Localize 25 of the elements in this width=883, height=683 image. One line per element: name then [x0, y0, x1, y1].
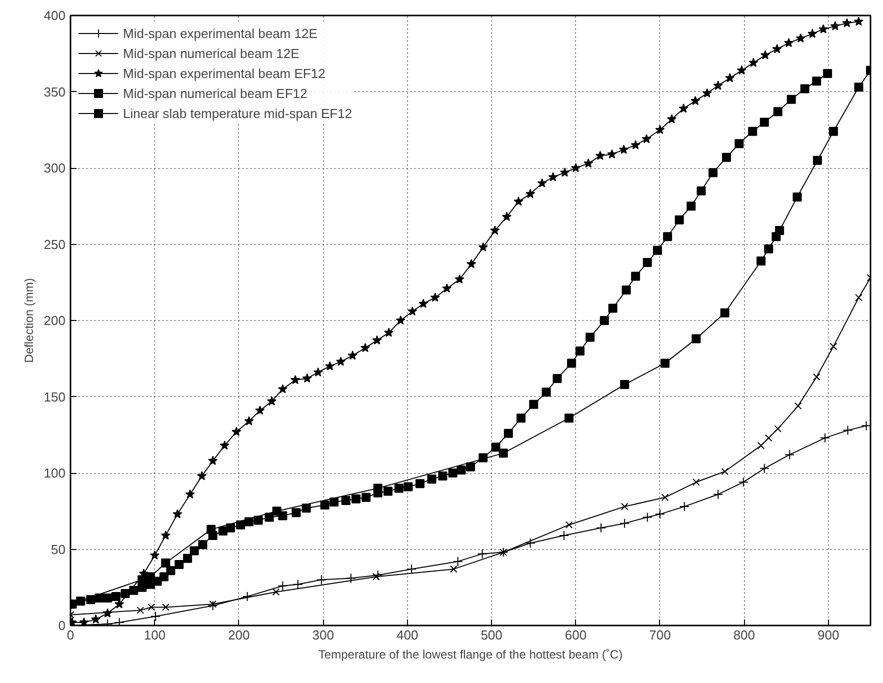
y-tick-label: 250	[44, 236, 66, 252]
y-tick-label: 400	[44, 8, 66, 23]
y-tick-label: 150	[44, 389, 66, 404]
x-tick-label: 200	[228, 628, 250, 642]
legend-label: Mid-span numerical beam 12E	[123, 46, 300, 60]
legend-label: Linear slab temperature mid-span EF12	[123, 106, 352, 120]
x-tick-label: 900	[818, 628, 840, 642]
x-tick-label: 600	[564, 628, 587, 642]
x-tick-label: 400	[396, 628, 418, 642]
y-tick-label: 50	[51, 542, 66, 557]
y-tick-label: 200	[44, 313, 66, 328]
legend-label: Mid-span numerical beam EF12	[123, 86, 308, 100]
x-tick-label: 800	[733, 628, 756, 642]
legend-label: Mid-span experimental beam EF12	[123, 66, 326, 80]
x-tick-label: 500	[480, 628, 502, 642]
y-tick-label: 350	[44, 84, 66, 100]
y-axis-title: Deflection (mm)	[22, 278, 36, 363]
y-tick-label: 300	[44, 160, 66, 176]
x-tick-label: 300	[312, 628, 334, 642]
x-tick-label: 700	[649, 628, 671, 642]
y-tick-label: 100	[44, 466, 66, 480]
x-tick-label: 100	[144, 628, 166, 642]
legend-label: Mid-span experimental beam 12E	[123, 26, 318, 40]
x-axis-title: Temperature of the lowest flange of the hottest beam (˚C)	[318, 648, 623, 662]
y-tick-label: 0	[58, 618, 66, 633]
